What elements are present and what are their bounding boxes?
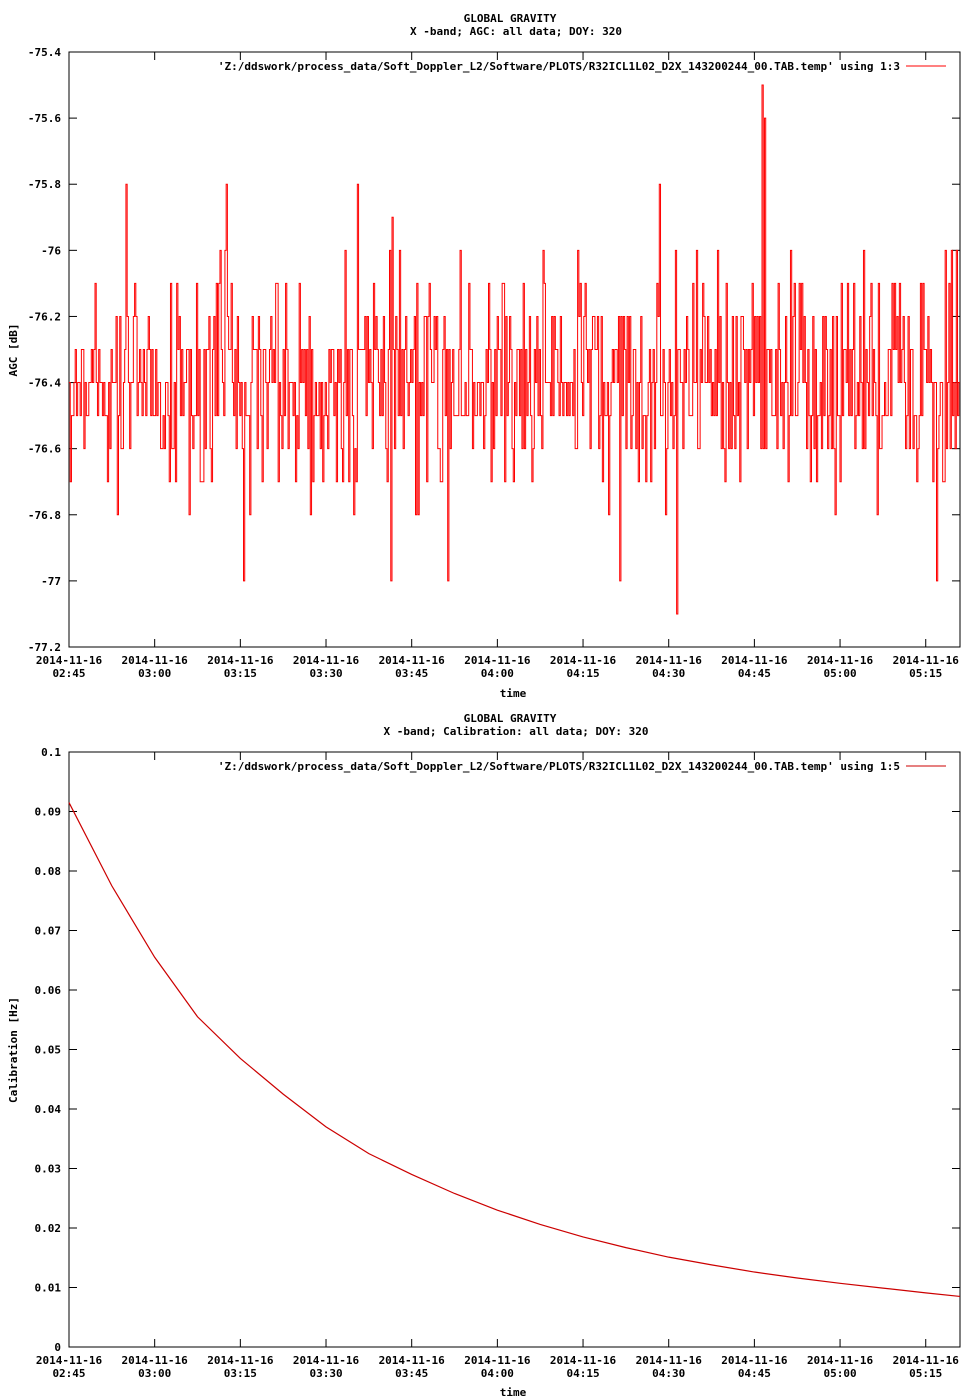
agc-x-axis-label: time <box>500 687 527 700</box>
agc-plot-area <box>68 51 961 648</box>
calibration-xtick-time: 04:15 <box>566 1367 599 1380</box>
agc-xtick-time: 03:30 <box>309 667 342 680</box>
calibration-ytick-label: 0.07 <box>35 925 62 938</box>
calibration-plot-area <box>68 751 961 1348</box>
calibration-xtick-date: 2014-11-16 <box>721 1354 788 1367</box>
calibration-legend-label: 'Z:/ddswork/process_data/Soft_Doppler_L2… <box>218 760 900 773</box>
agc-xtick-time: 03:45 <box>395 667 428 680</box>
calibration-xtick-date: 2014-11-16 <box>293 1354 360 1367</box>
calibration-xtick-time: 03:00 <box>138 1367 171 1380</box>
agc-ytick-label: -76.6 <box>28 443 61 456</box>
calibration-xtick-time: 05:15 <box>909 1367 942 1380</box>
calibration-xtick-time: 04:45 <box>738 1367 771 1380</box>
calibration-xtick-date: 2014-11-16 <box>807 1354 874 1367</box>
agc-series-line <box>69 84 960 615</box>
calibration-ytick-label: 0.1 <box>41 746 61 759</box>
agc-xtick-time: 03:00 <box>138 667 171 680</box>
calibration-xtick-time: 05:00 <box>823 1367 856 1380</box>
calibration-ytick-label: 0 <box>54 1341 61 1354</box>
agc-ytick-label: -75.4 <box>28 46 61 59</box>
agc-xtick-date: 2014-11-16 <box>721 654 788 667</box>
calibration-xtick-time: 02:45 <box>52 1367 85 1380</box>
calibration-x-axis-label: time <box>500 1386 527 1399</box>
calibration-chart-subtitle: X -band; Calibration: all data; DOY: 320 <box>384 725 649 738</box>
agc-xtick-date: 2014-11-16 <box>550 654 617 667</box>
calibration-ytick-label: 0.09 <box>35 806 62 819</box>
calibration-xtick-time: 04:30 <box>652 1367 685 1380</box>
agc-ytick-label: -75.8 <box>28 178 61 191</box>
calibration-xtick-date: 2014-11-16 <box>464 1354 531 1367</box>
agc-xtick-date: 2014-11-16 <box>36 654 103 667</box>
calibration-ytick-label: 0.01 <box>35 1282 62 1295</box>
calibration-xtick-date: 2014-11-16 <box>207 1354 274 1367</box>
calibration-series-line <box>68 802 961 1298</box>
calibration-axes: 0.1 0.09 0.08 0.07 0.06 0.05 0.04 0.03 0.02 0.01 0… <box>35 746 960 1380</box>
calibration-xtick-date: 2014-11-16 <box>893 1354 960 1367</box>
calibration-xtick-date: 2014-11-16 <box>122 1354 189 1367</box>
calibration-xtick-time: 03:45 <box>395 1367 428 1380</box>
calibration-xtick-date: 2014-11-16 <box>379 1354 446 1367</box>
agc-legend-label: 'Z:/ddswork/process_data/Soft_Doppler_L2… <box>218 60 900 73</box>
agc-ytick-label: -76 <box>41 244 61 257</box>
calibration-ytick-label: 0.04 <box>35 1103 62 1116</box>
agc-ytick-label: -77.2 <box>28 641 61 654</box>
agc-axes: -75.4 -75.6 -75.8 -76 -76.2 -76.4 -76.6 -76.8 -7… <box>28 46 960 680</box>
agc-ytick-label: -77 <box>41 575 61 588</box>
calibration-chart-title: GLOBAL GRAVITY <box>464 712 557 725</box>
calibration-plot-border <box>68 751 961 1348</box>
agc-xtick-date: 2014-11-16 <box>122 654 189 667</box>
calibration-xtick-time: 03:30 <box>309 1367 342 1380</box>
agc-xtick-date: 2014-11-16 <box>636 654 703 667</box>
agc-y-axis-label: AGC [dB] <box>7 324 20 377</box>
agc-ytick-label: -76.2 <box>28 310 61 323</box>
calibration-ytick-label: 0.03 <box>35 1163 62 1176</box>
agc-xtick-time: 03:15 <box>224 667 257 680</box>
agc-chart-title: GLOBAL GRAVITY <box>464 12 557 25</box>
agc-xtick-time: 04:00 <box>481 667 514 680</box>
agc-ytick-label: -75.6 <box>28 112 61 125</box>
agc-xtick-date: 2014-11-16 <box>464 654 531 667</box>
calibration-chart: GLOBAL GRAVITY X -band; Calibration: all… <box>7 712 961 1399</box>
calibration-ytick-label: 0.06 <box>35 984 62 997</box>
calibration-y-axis-label: Calibration [Hz] <box>7 997 20 1103</box>
calibration-xtick-date: 2014-11-16 <box>36 1354 103 1367</box>
calibration-xtick-time: 04:00 <box>481 1367 514 1380</box>
calibration-series <box>68 802 961 1298</box>
agc-xtick-time: 04:45 <box>738 667 771 680</box>
calibration-xtick-time: 03:15 <box>224 1367 257 1380</box>
calibration-ytick-label: 0.08 <box>35 865 62 878</box>
agc-xtick-time: 04:30 <box>652 667 685 680</box>
agc-xtick-date: 2014-11-16 <box>379 654 446 667</box>
agc-ytick-label: -76.4 <box>28 377 61 390</box>
calibration-ytick-label: 0.05 <box>35 1044 62 1057</box>
agc-ytick-label: -76.8 <box>28 509 61 522</box>
agc-xtick-time: 05:00 <box>823 667 856 680</box>
agc-xtick-date: 2014-11-16 <box>893 654 960 667</box>
agc-xtick-time: 05:15 <box>909 667 942 680</box>
agc-xtick-time: 02:45 <box>52 667 85 680</box>
agc-chart: GLOBAL GRAVITY X -band; AGC: all data; D… <box>7 12 961 700</box>
agc-plot-border <box>68 51 961 648</box>
agc-xtick-date: 2014-11-16 <box>807 654 874 667</box>
agc-xtick-time: 04:15 <box>566 667 599 680</box>
agc-series <box>69 84 960 615</box>
agc-xtick-date: 2014-11-16 <box>207 654 274 667</box>
agc-chart-subtitle: X -band; AGC: all data; DOY: 320 <box>410 25 622 38</box>
calibration-xtick-date: 2014-11-16 <box>636 1354 703 1367</box>
agc-xtick-date: 2014-11-16 <box>293 654 360 667</box>
calibration-ytick-label: 0.02 <box>35 1222 62 1235</box>
calibration-xtick-date: 2014-11-16 <box>550 1354 617 1367</box>
